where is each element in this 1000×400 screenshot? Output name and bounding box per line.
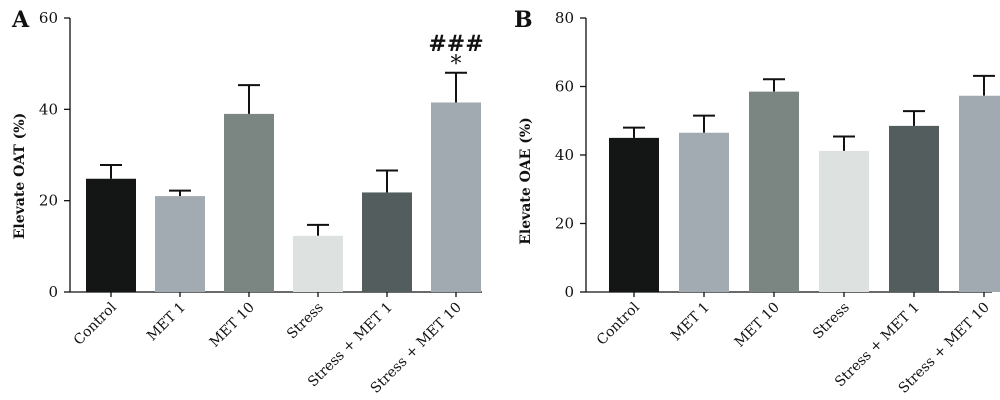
significance-marker: ### [428, 31, 483, 57]
bar [819, 150, 869, 292]
bar [889, 125, 939, 292]
panel-letter-a: A [11, 7, 30, 33]
panel-b: B Elevate OAE (%) 0 20 40 60 80 Control MET 1 M… [514, 7, 1000, 397]
bar [86, 178, 136, 292]
y-tick-label-b: 40 [555, 146, 574, 164]
panel-a: A Elevate OAT (%) 0 20 40 60 Control MET 1 MET… [11, 7, 484, 397]
bar [431, 102, 481, 292]
y-tick-label-b: 20 [555, 215, 574, 233]
x-tick-label-b: Stress [810, 300, 853, 343]
bar [679, 132, 729, 292]
x-tick-label-a: MET 1 [144, 300, 189, 345]
y-tick-label-a: 20 [39, 192, 58, 210]
x-tick-label-b: MET 10 [732, 300, 783, 351]
bar [609, 137, 659, 292]
panel-letter-b: B [514, 7, 533, 33]
bar [959, 95, 1000, 292]
x-tick-label-a: MET 10 [207, 300, 258, 351]
x-tick-label-a: Stress [284, 300, 327, 343]
bar [362, 192, 412, 292]
y-tick-label-b: 80 [555, 9, 574, 27]
y-tick-label-b: 0 [564, 283, 574, 301]
y-axis-label-a: Elevate OAT (%) [12, 113, 28, 240]
y-tick-label-b: 60 [555, 78, 574, 96]
y-tick-label-a: 40 [39, 100, 58, 118]
x-tick-label-b: Control [594, 299, 643, 348]
x-tick-label-a: Control [71, 299, 120, 348]
y-axis-label-b: Elevate OAE (%) [518, 117, 534, 245]
bar [155, 196, 205, 292]
bar [749, 91, 799, 292]
bar [293, 235, 343, 292]
y-tick-label-a: 0 [48, 283, 58, 301]
x-tick-label-b: MET 1 [668, 300, 713, 345]
y-tick-label-a: 60 [39, 9, 58, 27]
bar [224, 113, 274, 293]
significance-star: * [451, 52, 462, 77]
